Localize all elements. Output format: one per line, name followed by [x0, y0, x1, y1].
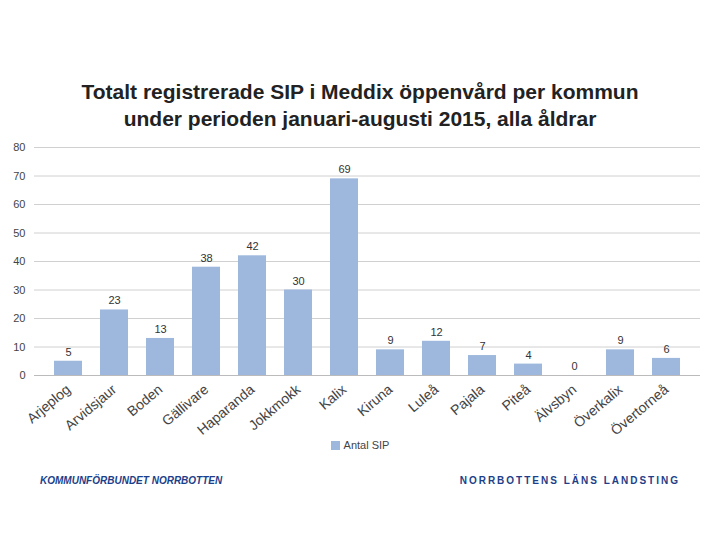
- svg-text:Luleå: Luleå: [405, 381, 442, 415]
- svg-text:69: 69: [338, 163, 350, 175]
- svg-text:80: 80: [13, 141, 25, 153]
- svg-text:7: 7: [479, 340, 485, 352]
- svg-text:Jokkmokk: Jokkmokk: [245, 380, 304, 433]
- svg-text:13: 13: [154, 323, 166, 335]
- svg-text:Övertorneå: Övertorneå: [607, 380, 672, 437]
- svg-text:Överkalix: Överkalix: [570, 380, 626, 431]
- svg-text:40: 40: [13, 255, 25, 267]
- svg-text:23: 23: [108, 294, 120, 306]
- svg-text:9: 9: [617, 334, 623, 346]
- svg-text:Haparanda: Haparanda: [194, 380, 258, 436]
- svg-text:50: 50: [13, 226, 25, 238]
- svg-text:Gällivare: Gällivare: [158, 380, 212, 429]
- svg-text:0: 0: [19, 369, 25, 381]
- svg-text:Piteå: Piteå: [499, 381, 534, 414]
- svg-text:9: 9: [387, 334, 393, 346]
- svg-text:20: 20: [13, 312, 25, 324]
- svg-text:60: 60: [13, 198, 25, 210]
- svg-text:6: 6: [663, 343, 669, 355]
- svg-text:Boden: Boden: [124, 381, 165, 419]
- svg-text:30: 30: [13, 283, 25, 295]
- svg-text:30: 30: [292, 274, 304, 286]
- svg-text:Arjeplog: Arjeplog: [23, 380, 74, 426]
- svg-text:42: 42: [246, 240, 258, 252]
- svg-text:Arvidsjaur: Arvidsjaur: [61, 380, 119, 432]
- svg-text:0: 0: [571, 360, 577, 372]
- svg-text:38: 38: [200, 251, 212, 263]
- svg-text:12: 12: [430, 325, 442, 337]
- svg-text:4: 4: [525, 348, 531, 360]
- svg-text:Kiruna: Kiruna: [354, 380, 395, 418]
- svg-text:Pajala: Pajala: [447, 380, 487, 417]
- svg-text:70: 70: [13, 169, 25, 181]
- svg-text:Älvsbyn: Älvsbyn: [531, 380, 580, 425]
- html-text:Totalt registrerade SIP i Medd: Totalt registrerade SIP i Meddix öppenvå…: [81, 80, 639, 131]
- html-text:KOMMUNFÖRBUNDET NORRBOTTEN: KOMMUNFÖRBUNDET NORRBOTTEN: [40, 474, 223, 486]
- html-text:NORRBOTTENS LÄNS LANDSTING: NORRBOTTENS LÄNS LANDSTING: [459, 474, 680, 486]
- html-text:Antal SIP: Antal SIP: [343, 438, 390, 451]
- svg-text:Kalix: Kalix: [316, 381, 350, 413]
- svg-text:5: 5: [65, 345, 71, 357]
- svg-text:10: 10: [13, 340, 25, 352]
